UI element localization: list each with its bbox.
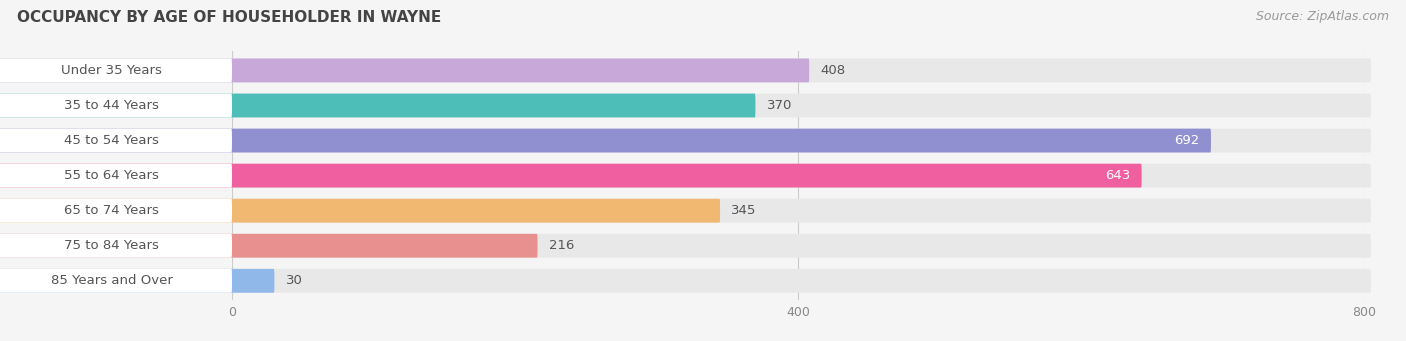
- FancyBboxPatch shape: [0, 129, 1371, 152]
- Text: 370: 370: [766, 99, 792, 112]
- Text: 216: 216: [548, 239, 574, 252]
- FancyBboxPatch shape: [0, 164, 1142, 188]
- Text: 45 to 54 Years: 45 to 54 Years: [65, 134, 159, 147]
- FancyBboxPatch shape: [0, 199, 720, 223]
- Text: 30: 30: [285, 274, 302, 287]
- Text: 408: 408: [821, 64, 845, 77]
- Text: 345: 345: [731, 204, 756, 217]
- FancyBboxPatch shape: [0, 164, 232, 188]
- Text: Under 35 Years: Under 35 Years: [62, 64, 162, 77]
- FancyBboxPatch shape: [0, 93, 232, 117]
- FancyBboxPatch shape: [0, 234, 1371, 258]
- FancyBboxPatch shape: [0, 269, 274, 293]
- Text: 55 to 64 Years: 55 to 64 Years: [65, 169, 159, 182]
- Text: 65 to 74 Years: 65 to 74 Years: [65, 204, 159, 217]
- FancyBboxPatch shape: [0, 164, 1371, 188]
- FancyBboxPatch shape: [0, 93, 1371, 117]
- Text: 35 to 44 Years: 35 to 44 Years: [65, 99, 159, 112]
- FancyBboxPatch shape: [0, 269, 1371, 293]
- FancyBboxPatch shape: [0, 59, 1371, 83]
- FancyBboxPatch shape: [0, 234, 537, 258]
- Text: OCCUPANCY BY AGE OF HOUSEHOLDER IN WAYNE: OCCUPANCY BY AGE OF HOUSEHOLDER IN WAYNE: [17, 10, 441, 25]
- FancyBboxPatch shape: [0, 129, 1211, 152]
- Text: 692: 692: [1174, 134, 1199, 147]
- FancyBboxPatch shape: [0, 199, 232, 223]
- FancyBboxPatch shape: [0, 234, 232, 258]
- FancyBboxPatch shape: [0, 59, 232, 83]
- Text: 75 to 84 Years: 75 to 84 Years: [65, 239, 159, 252]
- Text: 643: 643: [1105, 169, 1130, 182]
- FancyBboxPatch shape: [0, 199, 1371, 223]
- Text: Source: ZipAtlas.com: Source: ZipAtlas.com: [1256, 10, 1389, 23]
- Text: 85 Years and Over: 85 Years and Over: [51, 274, 173, 287]
- FancyBboxPatch shape: [0, 269, 232, 293]
- FancyBboxPatch shape: [0, 129, 232, 152]
- FancyBboxPatch shape: [0, 93, 755, 117]
- FancyBboxPatch shape: [0, 59, 810, 83]
